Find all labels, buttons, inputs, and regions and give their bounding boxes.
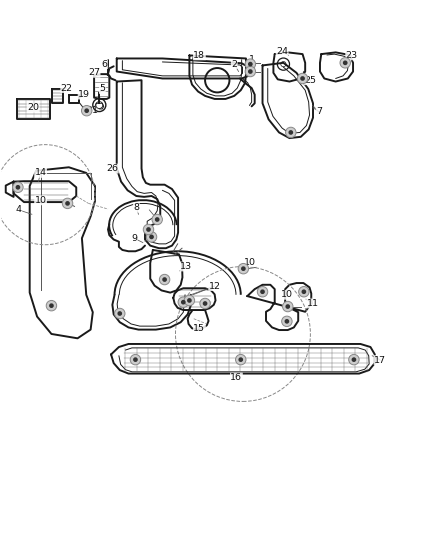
Circle shape xyxy=(181,300,186,304)
Text: 11: 11 xyxy=(307,299,318,308)
Circle shape xyxy=(178,297,188,308)
Circle shape xyxy=(299,287,309,297)
Text: 9: 9 xyxy=(131,233,137,243)
Circle shape xyxy=(283,301,293,312)
Circle shape xyxy=(62,198,73,208)
Circle shape xyxy=(49,303,54,308)
Circle shape xyxy=(297,73,308,84)
Text: 23: 23 xyxy=(346,51,358,60)
Text: 15: 15 xyxy=(194,324,205,333)
Circle shape xyxy=(81,106,92,116)
Circle shape xyxy=(146,227,151,232)
Circle shape xyxy=(248,62,253,67)
Text: 22: 22 xyxy=(61,84,73,93)
Circle shape xyxy=(159,274,170,285)
Circle shape xyxy=(236,354,246,365)
Circle shape xyxy=(200,298,210,309)
Circle shape xyxy=(286,127,296,138)
Circle shape xyxy=(184,295,194,305)
Circle shape xyxy=(117,311,122,316)
Text: 6: 6 xyxy=(102,60,108,69)
Circle shape xyxy=(241,266,246,271)
Circle shape xyxy=(149,235,154,239)
Circle shape xyxy=(238,357,243,362)
Circle shape xyxy=(46,301,57,311)
Text: 18: 18 xyxy=(194,51,205,60)
Text: 17: 17 xyxy=(374,356,386,365)
Text: 14: 14 xyxy=(35,168,46,177)
Text: 2: 2 xyxy=(231,60,237,69)
Text: 4: 4 xyxy=(16,205,22,214)
Circle shape xyxy=(203,301,208,306)
Circle shape xyxy=(115,308,125,319)
Circle shape xyxy=(286,304,290,309)
Circle shape xyxy=(300,76,305,81)
Circle shape xyxy=(352,357,356,362)
Circle shape xyxy=(349,354,359,365)
Circle shape xyxy=(257,287,268,297)
Circle shape xyxy=(245,66,255,77)
Circle shape xyxy=(187,298,192,303)
Text: 5: 5 xyxy=(99,84,106,93)
Circle shape xyxy=(289,130,293,135)
Circle shape xyxy=(340,58,350,68)
Circle shape xyxy=(282,316,292,327)
Text: 16: 16 xyxy=(230,373,242,382)
Text: 8: 8 xyxy=(133,203,139,212)
Circle shape xyxy=(85,108,89,113)
Circle shape xyxy=(285,319,289,324)
Circle shape xyxy=(301,289,306,294)
Circle shape xyxy=(248,69,253,74)
Circle shape xyxy=(343,60,348,65)
Circle shape xyxy=(155,217,159,222)
Text: 25: 25 xyxy=(304,76,316,85)
Circle shape xyxy=(133,357,138,362)
Circle shape xyxy=(16,185,20,190)
Circle shape xyxy=(245,59,255,69)
Text: 21: 21 xyxy=(87,106,99,115)
Text: 24: 24 xyxy=(276,46,288,55)
Circle shape xyxy=(143,224,154,235)
Text: 12: 12 xyxy=(208,281,221,290)
Text: 7: 7 xyxy=(316,108,322,117)
Circle shape xyxy=(146,232,157,242)
Text: 10: 10 xyxy=(244,257,255,266)
Circle shape xyxy=(13,182,23,192)
Text: 10: 10 xyxy=(280,290,293,300)
Circle shape xyxy=(152,214,162,225)
Circle shape xyxy=(162,277,167,282)
Text: 10: 10 xyxy=(35,196,46,205)
Text: 1: 1 xyxy=(249,55,254,64)
Text: 27: 27 xyxy=(88,68,100,77)
Text: 20: 20 xyxy=(27,103,39,112)
Circle shape xyxy=(238,263,249,274)
Text: 26: 26 xyxy=(106,164,118,173)
Circle shape xyxy=(260,289,265,294)
Text: 13: 13 xyxy=(180,262,192,271)
Circle shape xyxy=(65,201,70,206)
Text: 19: 19 xyxy=(78,90,90,99)
Circle shape xyxy=(130,354,141,365)
